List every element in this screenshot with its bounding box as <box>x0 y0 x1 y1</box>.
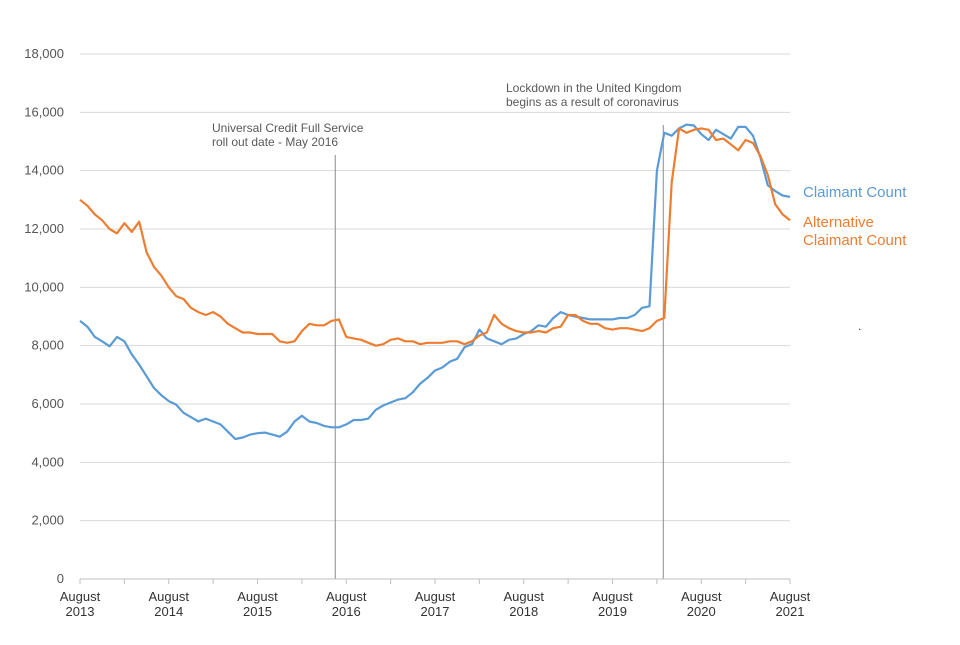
x-tick-label: 2021 <box>776 604 805 619</box>
x-tick-label: 2016 <box>332 604 361 619</box>
y-tick-label: 18,000 <box>24 46 64 61</box>
stray-dot: . <box>858 319 861 333</box>
y-tick-label: 10,000 <box>24 279 64 294</box>
x-tick-label: 2020 <box>687 604 716 619</box>
x-tick-label: August <box>60 589 101 604</box>
x-tick-label: 2013 <box>66 604 95 619</box>
x-tick-label: 2019 <box>598 604 627 619</box>
gridlines <box>80 53 790 522</box>
annotation-text: begins as a result of coronavirus <box>506 95 679 109</box>
x-tick-label: August <box>415 589 456 604</box>
x-tick-label: August <box>149 589 190 604</box>
x-tick-label: August <box>237 589 278 604</box>
annotation-text: roll out date - May 2016 <box>212 135 338 149</box>
y-tick-label: 2,000 <box>31 513 64 528</box>
series-lines <box>79 123 791 441</box>
axes: 0 2,000 4,000 6,000 8,000 10,000 12,000 14,000 1… <box>24 46 810 619</box>
legend-label: Claimant Count <box>803 184 907 201</box>
y-tick-label: 16,000 <box>24 104 64 119</box>
y-tick-label: 4,000 <box>31 454 64 469</box>
x-tick-label: 2017 <box>421 604 450 619</box>
legend-label: Claimant Count <box>803 232 907 249</box>
y-tick-label: 12,000 <box>24 221 64 236</box>
y-tick-label: 8,000 <box>31 338 64 353</box>
x-tick-label: August <box>592 589 633 604</box>
x-tick-label: August <box>770 589 811 604</box>
y-tick-label: 0 <box>57 571 64 586</box>
x-tick-label: August <box>681 589 722 604</box>
x-tick-label: 2014 <box>154 604 183 619</box>
y-tick-label: 14,000 <box>24 163 64 178</box>
x-tick-label: 2018 <box>509 604 538 619</box>
series-line <box>79 123 791 441</box>
x-tick-label: August <box>326 589 367 604</box>
annotation-text: Lockdown in the United Kingdom <box>506 81 681 95</box>
x-tick-label: August <box>504 589 545 604</box>
annotation-text: Universal Credit Full Service <box>212 121 364 135</box>
series-line <box>79 127 791 347</box>
y-tick-label: 6,000 <box>31 396 64 411</box>
legend-label: Alternative <box>803 214 874 231</box>
x-tick-label: 2015 <box>243 604 272 619</box>
